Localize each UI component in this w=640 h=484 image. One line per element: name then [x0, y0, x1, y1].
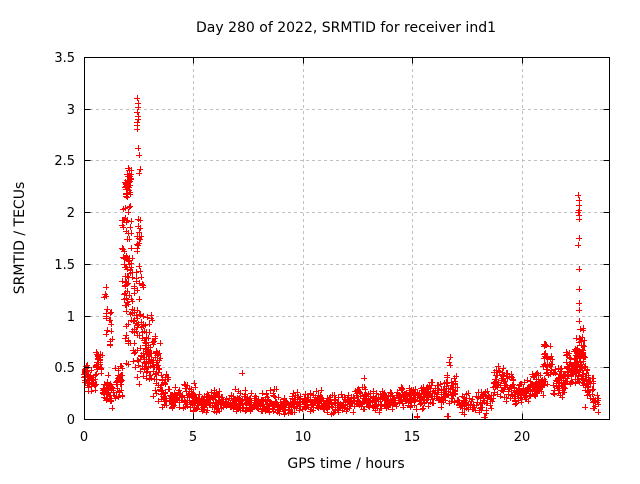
x-tick-label: 15 — [404, 430, 421, 445]
x-tick-label: 5 — [189, 430, 197, 445]
grid-lines — [84, 57, 609, 419]
axes — [84, 57, 610, 420]
plot-border — [84, 57, 610, 420]
chart-title: Day 280 of 2022, SRMTID for receiver ind… — [196, 20, 496, 36]
x-tick-label: 10 — [295, 430, 312, 445]
y-tick-label: 0 — [67, 413, 75, 428]
y-axis-label: SRMTID / TECUs — [12, 182, 28, 295]
y-tick-label: 2.5 — [54, 154, 75, 169]
x-axis-label: GPS time / hours — [287, 456, 404, 472]
scatter-points — [81, 95, 601, 420]
y-tick-label: 0.5 — [54, 361, 75, 376]
y-tick-label: 1 — [67, 310, 75, 325]
tick-labels: 0 5 10 15 20 0 0.5 1 1.5 2 2.5 3 3.5 — [54, 51, 530, 445]
tick-marks — [84, 57, 610, 420]
scatter-plus-markers — [81, 95, 601, 420]
x-tick-label: 0 — [80, 430, 88, 445]
y-tick-label: 3.5 — [54, 51, 75, 66]
x-tick-label: 20 — [514, 430, 531, 445]
y-tick-label: 1.5 — [54, 258, 75, 273]
y-tick-label: 3 — [67, 103, 75, 118]
y-tick-label: 2 — [67, 206, 75, 221]
